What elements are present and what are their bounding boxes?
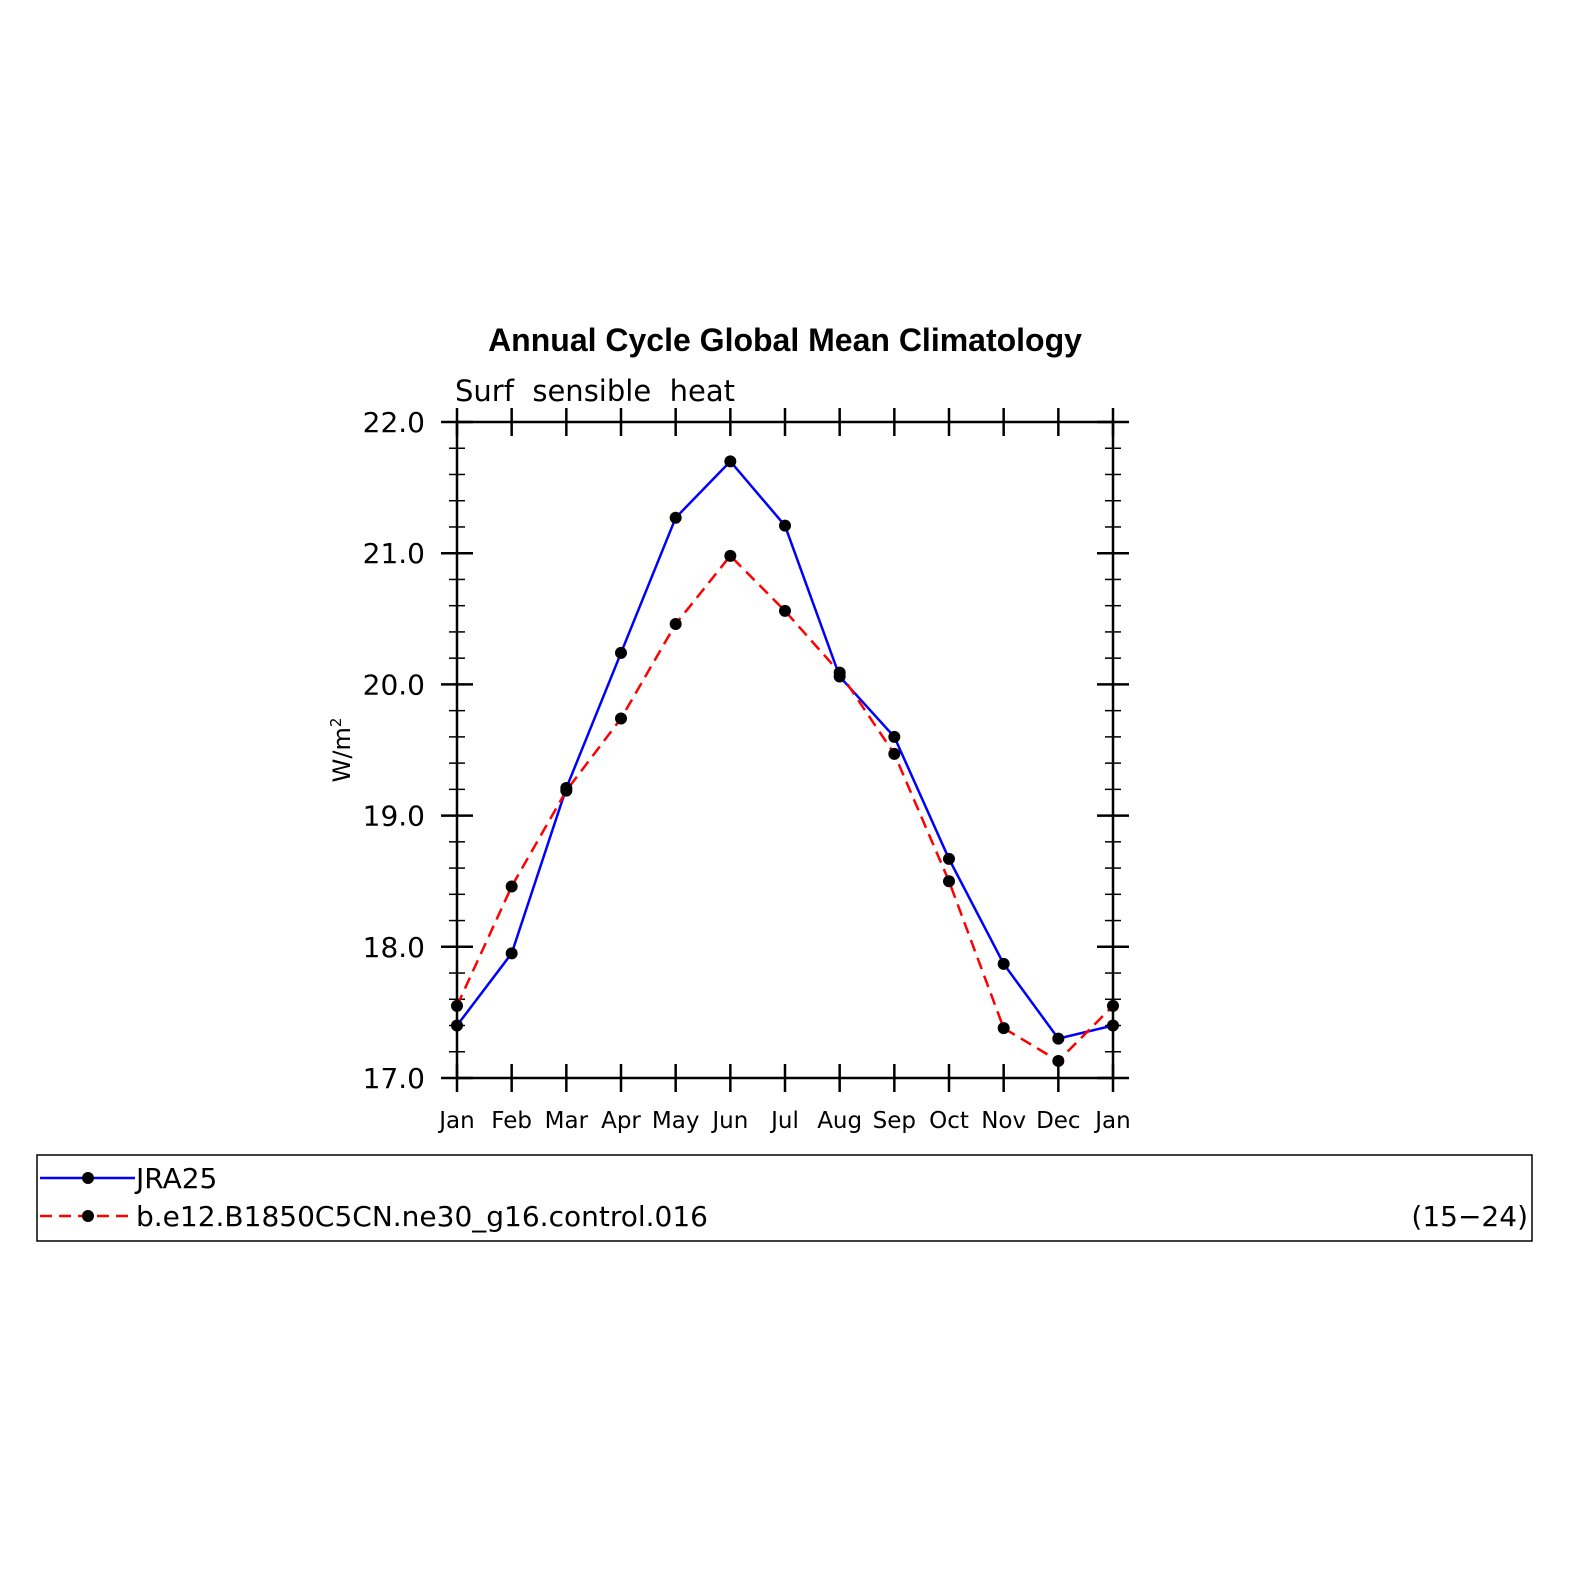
series-layer: [451, 455, 1119, 1067]
y-axis-label-superscript: 2: [327, 718, 345, 728]
series-1-point: [1107, 1019, 1119, 1032]
series-2-point: [615, 712, 627, 725]
x-tick-label: Nov: [981, 1108, 1026, 1134]
series-2-point: [451, 999, 463, 1012]
series-1-point: [724, 455, 737, 468]
series-2-point: [505, 880, 518, 893]
y-axis-label: W/m2: [327, 718, 356, 783]
x-tick-label: Oct: [929, 1108, 969, 1134]
series-1-point: [451, 1019, 463, 1032]
series-2-point: [888, 747, 901, 760]
x-tick-label: Jul: [769, 1108, 799, 1134]
y-tick-label: 18.0: [363, 931, 425, 964]
series-2-point: [833, 666, 846, 679]
x-tick-label: Feb: [491, 1108, 532, 1134]
series-line-1: [456, 459, 1114, 1041]
x-tick-label: Aug: [817, 1108, 862, 1134]
series-1-point: [505, 947, 518, 960]
legend-box: [36, 1154, 1533, 1242]
y-tick-label: 19.0: [363, 800, 425, 833]
y-axis-label-unit: W/m: [328, 727, 356, 782]
x-tick-label: Mar: [545, 1108, 589, 1134]
legend-label-1: JRA25: [134, 1162, 217, 1195]
x-tick-label: Jan: [1093, 1108, 1130, 1134]
series-2-point: [669, 618, 682, 631]
y-tick-label: 21.0: [363, 537, 425, 570]
y-tick-label: 17.0: [363, 1062, 425, 1095]
series-2-point: [943, 875, 955, 888]
x-tick-label: Dec: [1036, 1108, 1081, 1134]
y-tick-label: 20.0: [363, 668, 425, 701]
legend: JRA25 b.e12.B1850C5CN.ne30_g16.control.01…: [36, 1154, 1533, 1242]
x-tick-label: Jun: [710, 1108, 748, 1134]
chart-subtitle: Surf sensible heat: [455, 374, 735, 408]
series-1-point: [888, 730, 901, 743]
x-tick-label: Jan: [437, 1108, 474, 1134]
series-2-point: [724, 549, 737, 562]
series-2-point: [1107, 999, 1119, 1012]
x-tick-label: Sep: [873, 1108, 916, 1134]
legend-marker-1: [82, 1172, 94, 1184]
axes: Jan Feb Mar Apr May Jun Jul Aug Sep Oct Nov Dec Jan 1…: [363, 406, 1131, 1134]
series-2-point: [1052, 1054, 1065, 1067]
legend-years-note: (15−24): [1411, 1200, 1528, 1233]
x-tick-label: Apr: [601, 1108, 641, 1134]
series-2-point: [997, 1022, 1010, 1035]
series-2-point: [779, 604, 791, 617]
series-1-point: [779, 519, 791, 532]
series-1-point: [669, 511, 682, 524]
series-1-point: [997, 957, 1010, 970]
y-tick-label: 22.0: [363, 406, 425, 439]
series-1-point: [615, 646, 627, 659]
chart-title: Annual Cycle Global Mean Climatology: [488, 322, 1082, 358]
x-tick-label: May: [652, 1108, 700, 1134]
series-2-point: [560, 784, 573, 797]
series-1-point: [1052, 1032, 1065, 1045]
series-line-2: [455, 553, 1114, 1063]
legend-marker-2: [82, 1210, 94, 1222]
series-1-point: [943, 852, 955, 865]
legend-label-2: b.e12.B1850C5CN.ne30_g16.control.016: [136, 1200, 708, 1233]
